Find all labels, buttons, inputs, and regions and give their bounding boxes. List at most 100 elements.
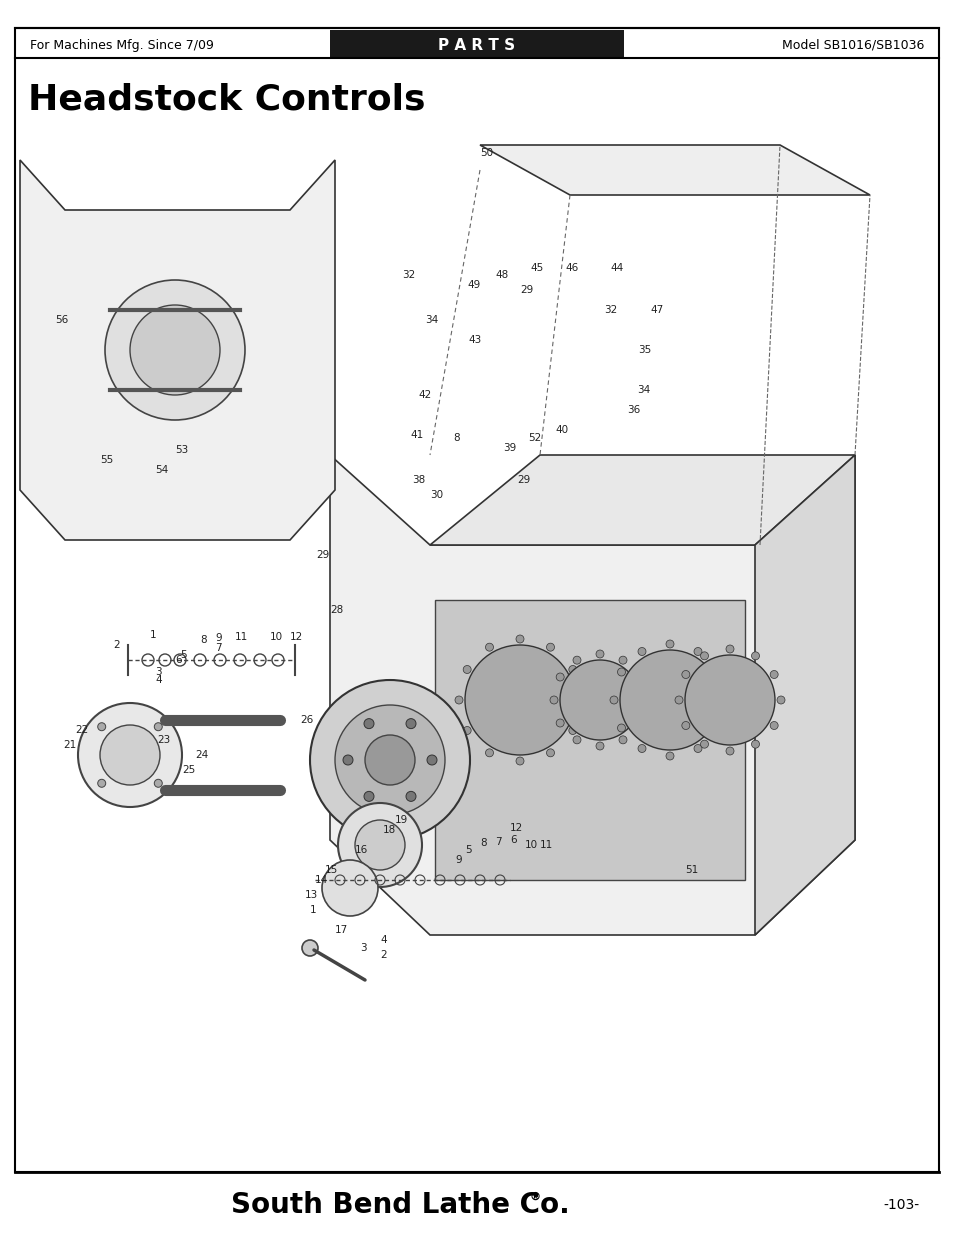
Text: 49: 49: [467, 280, 479, 290]
Circle shape: [559, 659, 639, 740]
Text: South Bend Lathe Co.: South Bend Lathe Co.: [231, 1191, 569, 1219]
Circle shape: [97, 779, 106, 787]
Circle shape: [455, 697, 462, 704]
Circle shape: [337, 803, 421, 887]
Text: For Machines Mfg. Since 7/09: For Machines Mfg. Since 7/09: [30, 38, 213, 52]
Circle shape: [463, 726, 471, 735]
Text: 10: 10: [270, 632, 283, 642]
Text: 29: 29: [315, 550, 329, 559]
Text: 25: 25: [182, 764, 195, 776]
Circle shape: [714, 668, 721, 676]
Text: 19: 19: [395, 815, 408, 825]
Circle shape: [751, 652, 759, 659]
Circle shape: [485, 643, 493, 651]
Text: 3: 3: [359, 944, 366, 953]
Circle shape: [635, 719, 643, 727]
Text: Model SB1016/SB1036: Model SB1016/SB1036: [781, 38, 923, 52]
Circle shape: [406, 792, 416, 802]
Text: 11: 11: [234, 632, 248, 642]
Text: 4: 4: [154, 676, 161, 685]
Text: 8: 8: [200, 635, 207, 645]
Text: 1: 1: [310, 905, 316, 915]
Text: 9: 9: [214, 634, 221, 643]
Text: 42: 42: [417, 390, 431, 400]
Circle shape: [100, 725, 160, 785]
Text: 3: 3: [154, 667, 161, 677]
Text: 44: 44: [609, 263, 622, 273]
Bar: [330, 30, 623, 58]
Circle shape: [684, 655, 774, 745]
Text: 4: 4: [379, 935, 386, 945]
Circle shape: [463, 666, 471, 673]
Text: 14: 14: [314, 876, 328, 885]
Circle shape: [665, 640, 673, 648]
Circle shape: [427, 755, 436, 764]
Circle shape: [573, 736, 580, 743]
Circle shape: [681, 721, 689, 730]
Circle shape: [302, 940, 317, 956]
Text: 36: 36: [626, 405, 639, 415]
Text: 26: 26: [299, 715, 313, 725]
Text: -103-: -103-: [882, 1198, 919, 1212]
Text: 48: 48: [495, 270, 508, 280]
Circle shape: [364, 719, 374, 729]
Circle shape: [776, 697, 784, 704]
Circle shape: [751, 740, 759, 748]
Circle shape: [721, 697, 729, 704]
Text: 16: 16: [355, 845, 368, 855]
Circle shape: [769, 671, 778, 678]
Text: ®: ®: [530, 1192, 540, 1202]
Circle shape: [609, 697, 618, 704]
Polygon shape: [430, 454, 854, 545]
Text: 55: 55: [100, 454, 113, 466]
Circle shape: [617, 668, 625, 676]
Text: 40: 40: [555, 425, 568, 435]
Circle shape: [638, 647, 645, 656]
Text: 39: 39: [502, 443, 516, 453]
Circle shape: [573, 656, 580, 664]
Circle shape: [725, 747, 733, 755]
Text: 54: 54: [154, 466, 168, 475]
Text: 32: 32: [603, 305, 617, 315]
Circle shape: [641, 697, 649, 704]
Circle shape: [700, 740, 708, 748]
Polygon shape: [479, 144, 869, 195]
Text: 34: 34: [424, 315, 437, 325]
Circle shape: [577, 697, 584, 704]
Circle shape: [693, 745, 701, 752]
Text: 47: 47: [649, 305, 662, 315]
Circle shape: [516, 757, 523, 764]
Circle shape: [681, 671, 689, 678]
Text: 18: 18: [382, 825, 395, 835]
Text: 41: 41: [410, 430, 423, 440]
Circle shape: [675, 697, 682, 704]
Text: P A R T S: P A R T S: [438, 37, 515, 53]
Polygon shape: [754, 454, 854, 935]
Circle shape: [365, 735, 415, 785]
Text: 9: 9: [455, 855, 461, 864]
Text: 5: 5: [464, 845, 471, 855]
Text: 12: 12: [290, 632, 303, 642]
Text: 50: 50: [479, 148, 493, 158]
Circle shape: [154, 722, 162, 731]
Text: Headstock Controls: Headstock Controls: [28, 83, 425, 117]
Text: 22: 22: [75, 725, 89, 735]
Text: 51: 51: [684, 864, 698, 876]
Text: 35: 35: [638, 345, 651, 354]
Circle shape: [516, 635, 523, 643]
Circle shape: [335, 705, 444, 815]
Circle shape: [568, 666, 577, 673]
Circle shape: [105, 280, 245, 420]
Circle shape: [693, 647, 701, 656]
Circle shape: [406, 719, 416, 729]
Circle shape: [550, 697, 558, 704]
Text: 12: 12: [510, 823, 522, 832]
Circle shape: [546, 643, 554, 651]
Polygon shape: [330, 454, 854, 935]
Text: 28: 28: [330, 605, 343, 615]
Circle shape: [556, 673, 563, 680]
Text: 53: 53: [174, 445, 188, 454]
Circle shape: [546, 748, 554, 757]
Circle shape: [355, 820, 405, 869]
Text: 10: 10: [524, 840, 537, 850]
